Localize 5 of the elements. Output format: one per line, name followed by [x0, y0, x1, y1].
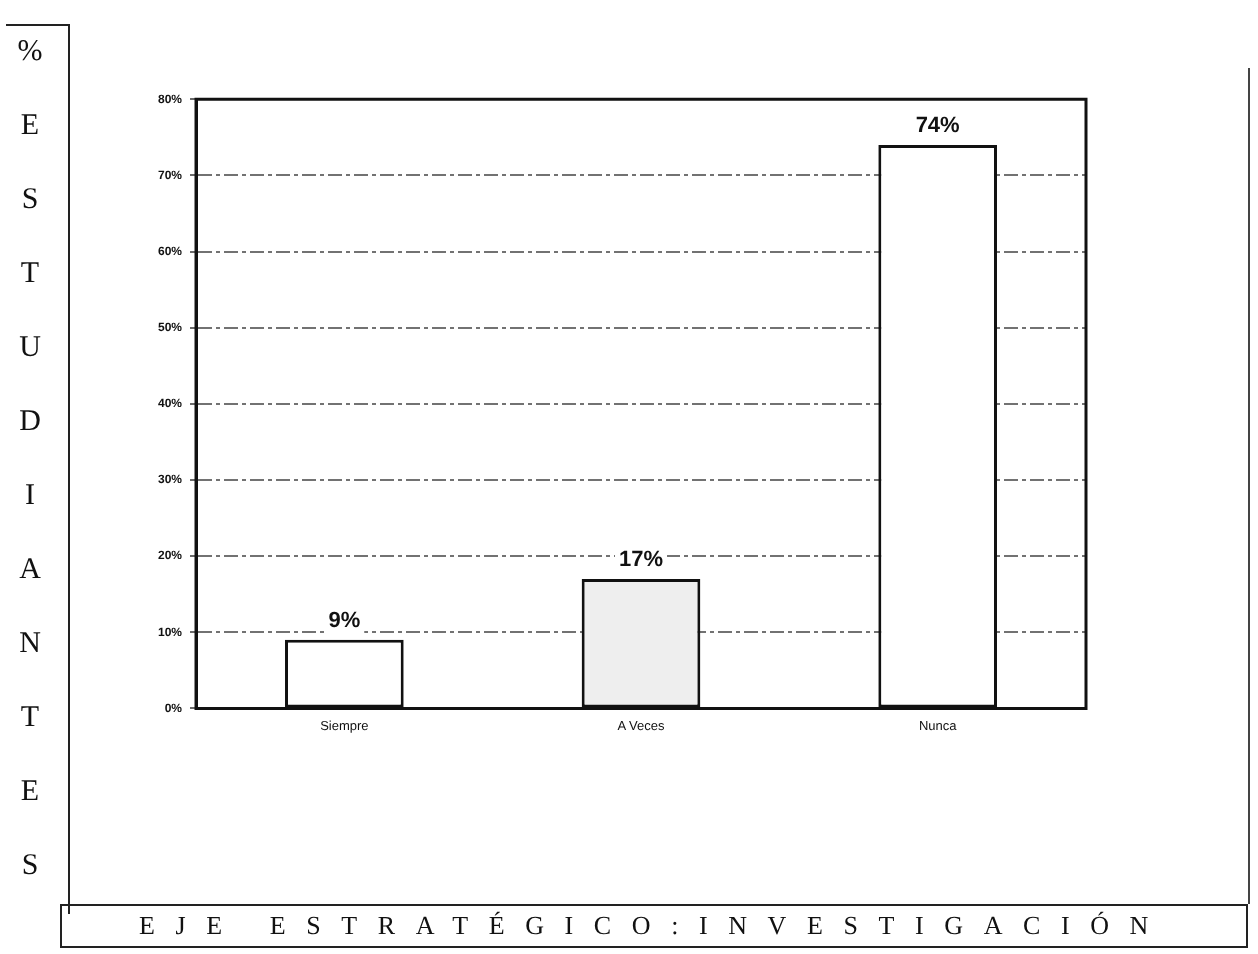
data-label: 9% — [328, 608, 361, 633]
y-axis-title: %ESTUDIANTES — [12, 36, 48, 924]
text: EJE ESTRATÉGICO:INVESTIGACIÓN — [139, 910, 1169, 942]
data-label: 74% — [915, 113, 961, 138]
data-label: 17% — [618, 548, 664, 573]
